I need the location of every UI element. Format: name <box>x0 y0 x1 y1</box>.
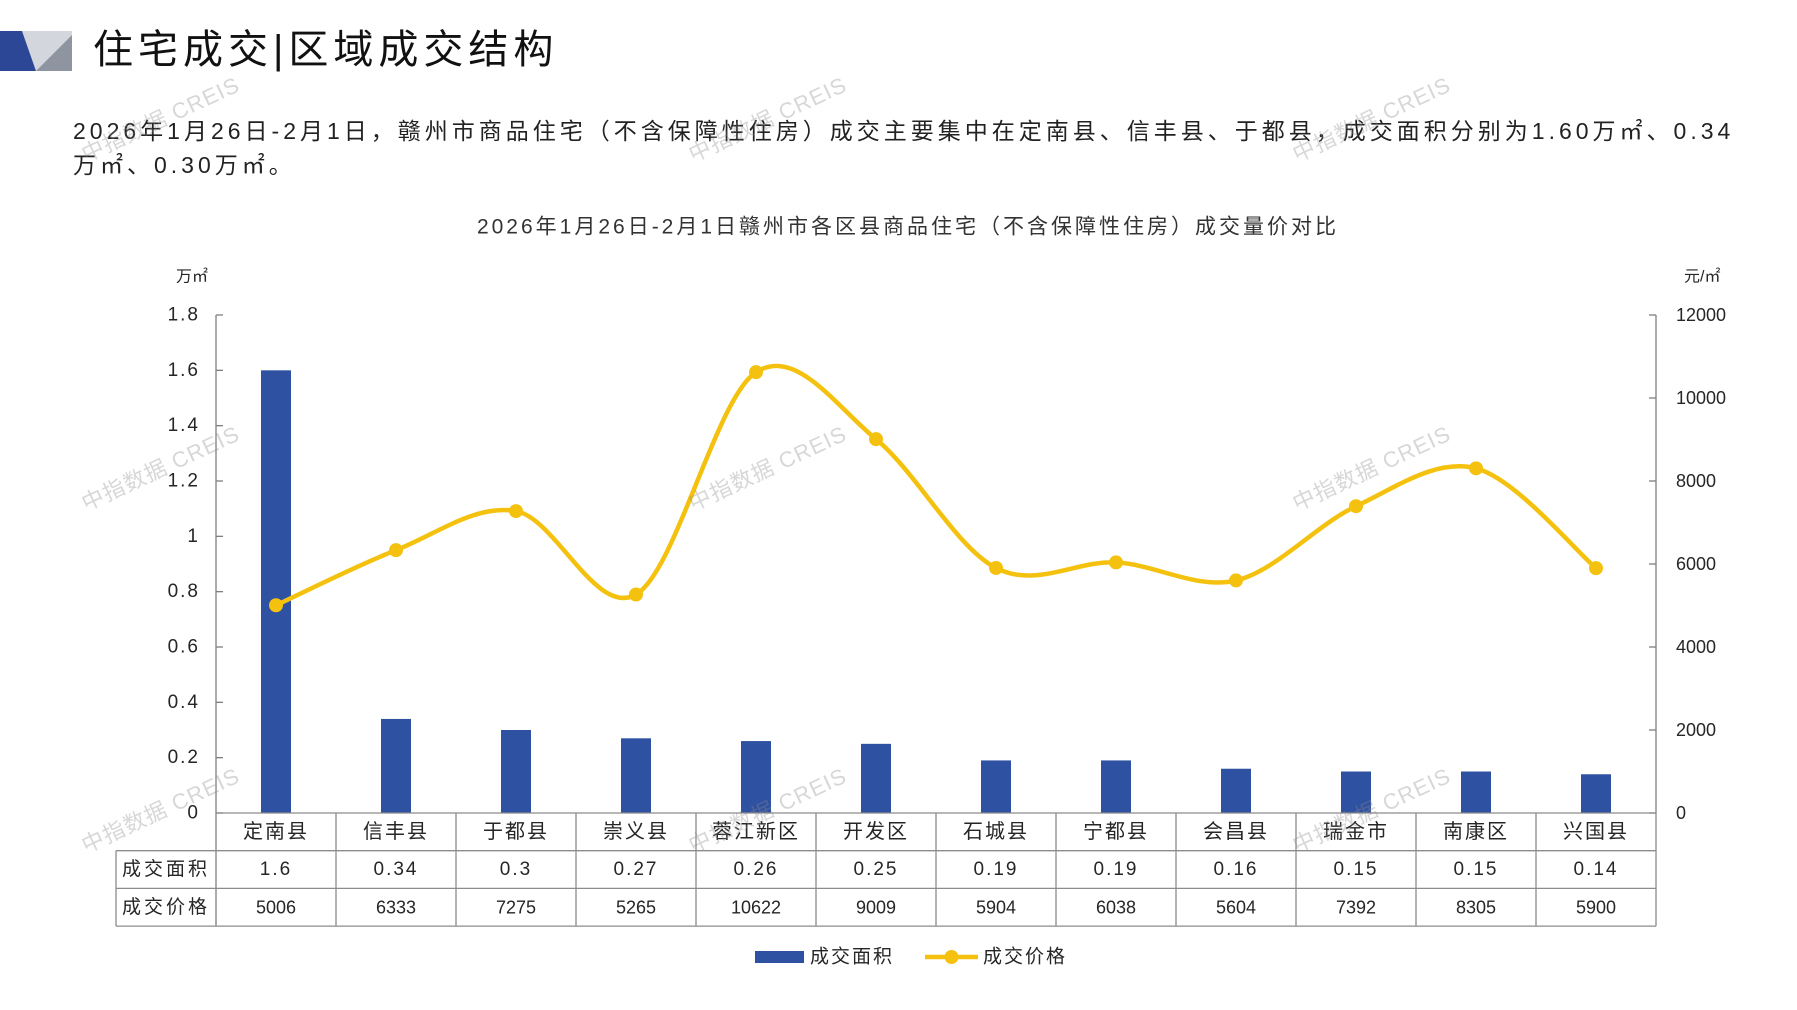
right-axis-unit: 元/㎡ <box>1684 268 1720 286</box>
area-bar <box>381 718 411 813</box>
area-bar <box>261 370 291 813</box>
area-bar <box>621 738 651 813</box>
table-category-label: 蓉江新区 <box>712 820 800 843</box>
table-price-value: 7275 <box>496 897 536 917</box>
table-area-value: 0.16 <box>1214 859 1259 880</box>
legend-price-label: 成交价格 <box>983 946 1067 968</box>
price-point <box>269 598 283 613</box>
table-area-value: 0.34 <box>374 859 419 880</box>
table-price-value: 5900 <box>1576 897 1616 917</box>
area-bar <box>741 741 771 813</box>
table-row-header-area: 成交面积 <box>122 858 210 880</box>
price-point <box>749 365 763 380</box>
legend-area-swatch <box>755 951 804 963</box>
area-bar <box>1101 760 1131 813</box>
table-area-value: 1.6 <box>260 859 292 880</box>
chart-title: 2026年1月26日-2月1日赣州市各区县商品住宅（不含保障性住房）成交量价对比 <box>477 216 1339 239</box>
left-axis-tick-label: 1 <box>187 526 200 547</box>
legend: 成交面积 成交价格 <box>755 946 1067 968</box>
table-category-label: 崇义县 <box>603 820 669 843</box>
table-area-value: 0.15 <box>1334 859 1379 880</box>
area-bar <box>861 743 891 813</box>
price-point <box>629 587 643 602</box>
left-axis-tick-label: 1.6 <box>168 360 200 381</box>
area-bar <box>1221 768 1251 813</box>
table-area-value: 0.14 <box>1574 859 1619 880</box>
price-point <box>1589 561 1603 576</box>
price-point <box>1109 555 1123 570</box>
right-axis-tick-label: 6000 <box>1676 554 1716 574</box>
table-category-label: 石城县 <box>963 820 1029 843</box>
table-category-label: 瑞金市 <box>1323 820 1389 843</box>
area-bar <box>981 760 1011 813</box>
table-price-value: 6333 <box>376 897 416 917</box>
right-axis-tick-label: 10000 <box>1676 388 1726 408</box>
right-axis-tick-label: 0 <box>1676 803 1686 823</box>
table-price-value: 10622 <box>731 897 781 917</box>
table-area-value: 0.15 <box>1454 859 1499 880</box>
price-point <box>389 543 403 558</box>
right-axis-tick-label: 12000 <box>1676 305 1726 325</box>
table-price-value: 9009 <box>856 897 896 917</box>
left-axis-tick-label: 0.4 <box>168 692 200 713</box>
area-bar <box>1581 774 1611 813</box>
left-axis-tick-label: 0.6 <box>168 637 200 658</box>
table-row-header-price: 成交价格 <box>122 896 210 918</box>
table-area-value: 0.27 <box>614 859 659 880</box>
price-points <box>269 365 1603 613</box>
left-axis-tick-label: 1.2 <box>168 471 200 492</box>
table-price-value: 8305 <box>1456 897 1496 917</box>
price-point <box>989 560 1003 575</box>
price-point <box>1229 573 1243 588</box>
left-axis-tick-label: 1.8 <box>168 305 200 326</box>
table-price-value: 5265 <box>616 897 656 917</box>
price-point <box>509 504 523 519</box>
right-axis-tick-label: 4000 <box>1676 637 1716 657</box>
banner-corner-icon <box>0 31 72 71</box>
legend-area-label: 成交面积 <box>810 946 894 968</box>
table-area-value: 0.25 <box>854 859 899 880</box>
area-bar <box>1341 771 1371 813</box>
page-title: 住宅成交|区域成交结构 <box>93 28 559 72</box>
price-point <box>869 432 883 447</box>
table-category-label: 会昌县 <box>1203 820 1269 843</box>
right-axis-tick-label: 8000 <box>1676 471 1716 491</box>
price-line <box>273 363 1599 608</box>
table-category-label: 开发区 <box>843 820 909 843</box>
table-price-value: 5604 <box>1216 897 1256 917</box>
table-area-value: 0.19 <box>974 859 1019 880</box>
table-category-label: 定南县 <box>243 820 309 843</box>
area-bar <box>501 730 531 813</box>
right-axis-tick-label: 2000 <box>1676 720 1716 740</box>
axes <box>215 314 1657 927</box>
left-axis-tick-label: 0.2 <box>168 747 200 768</box>
table-category-label: 信丰县 <box>363 820 429 843</box>
table-price-value: 5006 <box>256 897 296 917</box>
table-category-label: 南康区 <box>1443 820 1509 843</box>
area-bars <box>261 370 1611 813</box>
left-axis-tick-label: 1.4 <box>168 415 200 436</box>
table-price-value: 6038 <box>1096 897 1136 917</box>
table-category-label: 宁都县 <box>1083 820 1149 843</box>
table-price-value: 5904 <box>976 897 1016 917</box>
table-area-value: 0.26 <box>734 859 779 880</box>
left-axis-tick-label: 0 <box>187 803 200 824</box>
left-axis-unit: 万㎡ <box>176 268 208 286</box>
area-bar <box>1461 771 1491 813</box>
table-category-label: 于都县 <box>483 820 549 843</box>
table-area-value: 0.3 <box>500 859 532 880</box>
data-table-grid <box>115 812 1657 927</box>
legend-price-marker <box>944 950 959 964</box>
table-category-label: 兴国县 <box>1563 820 1629 843</box>
left-axis-tick-label: 0.8 <box>168 581 200 602</box>
table-area-value: 0.19 <box>1094 859 1139 880</box>
table-price-value: 7392 <box>1336 897 1376 917</box>
price-point <box>1469 461 1483 476</box>
price-point <box>1349 499 1363 514</box>
summary-paragraph: 2026年1月26日-2月1日，赣州市商品住宅（不含保障性住房）成交主要集中在定… <box>73 118 1735 178</box>
